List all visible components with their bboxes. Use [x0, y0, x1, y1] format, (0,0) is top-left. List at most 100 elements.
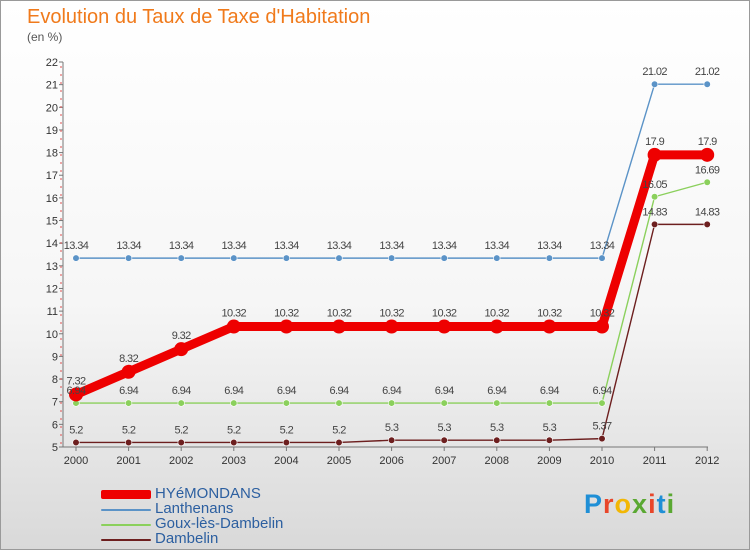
x-tick-label: 2005: [327, 455, 351, 467]
data-label-goux-l-s-dambelin: 16.69: [695, 164, 720, 176]
point-goux-l-s-dambelin: [230, 399, 238, 407]
point-dambelin: [230, 438, 238, 447]
point-goux-l-s-dambelin: [598, 399, 606, 407]
y-tick-label: 13: [46, 261, 58, 273]
data-label-hy-mondans: 7.32: [66, 375, 85, 387]
logo-letter: r: [603, 489, 615, 519]
data-label-dambelin: 5.2: [122, 424, 136, 436]
data-label-goux-l-s-dambelin: 6.94: [435, 385, 454, 397]
y-tick-label: 19: [46, 125, 58, 137]
data-label-dambelin: 5.2: [69, 424, 83, 436]
point-dambelin: [282, 438, 291, 447]
data-label-lanthenans: 13.34: [274, 240, 299, 252]
data-label-dambelin: 5.3: [543, 422, 557, 434]
data-label-goux-l-s-dambelin: 6.94: [119, 385, 138, 397]
point-goux-l-s-dambelin: [177, 399, 185, 407]
data-label-goux-l-s-dambelin: 16.05: [642, 179, 667, 191]
y-tick-label: 14: [46, 238, 58, 250]
point-hy-mondans: [121, 364, 136, 379]
logo-letter: P: [584, 489, 604, 519]
point-goux-l-s-dambelin: [282, 399, 291, 407]
series-layer: [69, 80, 715, 447]
x-tick-label: 2011: [643, 455, 667, 467]
data-label-dambelin: 5.2: [174, 424, 188, 436]
point-hy-mondans: [542, 319, 557, 334]
data-label-lanthenans: 13.34: [64, 240, 89, 252]
point-lanthenans: [545, 254, 554, 262]
data-label-hy-mondans: 10.32: [274, 308, 299, 320]
point-hy-mondans: [384, 319, 399, 334]
point-goux-l-s-dambelin: [124, 399, 133, 407]
x-tick-label: 2002: [169, 455, 193, 467]
y-tick-label: 8: [52, 374, 58, 386]
data-label-dambelin: 5.3: [437, 422, 451, 434]
point-goux-l-s-dambelin: [388, 399, 396, 407]
x-tick-label: 2006: [379, 455, 403, 467]
point-lanthenans: [282, 254, 291, 262]
data-label-dambelin: 5.3: [385, 422, 399, 434]
y-tick-label: 21: [46, 80, 58, 92]
data-label-hy-mondans: 8.32: [119, 353, 138, 365]
y-tick-label: 12: [46, 283, 58, 295]
data-label-lanthenans: 13.34: [432, 240, 457, 252]
logo-letter: x: [632, 489, 649, 519]
data-label-dambelin: 5.3: [490, 422, 504, 434]
point-hy-mondans: [226, 319, 241, 334]
y-tick-label: 15: [46, 216, 58, 228]
series-line-lanthenans: [76, 83, 708, 259]
x-tick-label: 2004: [274, 455, 298, 467]
point-lanthenans: [335, 254, 343, 262]
y-tick-label: 20: [46, 102, 58, 114]
point-goux-l-s-dambelin: [703, 178, 711, 186]
data-label-lanthenans: 13.34: [169, 240, 194, 252]
data-label-lanthenans: 13.34: [116, 240, 141, 252]
point-dambelin: [124, 438, 133, 447]
point-hy-mondans: [174, 342, 189, 357]
data-label-goux-l-s-dambelin: 6.94: [382, 385, 401, 397]
y-tick-label: 18: [46, 148, 58, 160]
point-goux-l-s-dambelin: [493, 399, 501, 407]
point-dambelin: [598, 435, 606, 443]
point-hy-mondans: [69, 387, 83, 402]
data-label-lanthenans: 13.34: [379, 240, 404, 252]
y-tick-label: 11: [47, 306, 58, 318]
point-hy-mondans: [647, 147, 662, 162]
point-lanthenans: [72, 254, 80, 262]
data-label-dambelin: 5.2: [227, 424, 241, 436]
axes: 5 6 7 8 9 10 11 12 13 14 15 16 17 18 19 20 21 22 2000 2001 2…: [46, 57, 720, 467]
data-label-hy-mondans: 17.9: [645, 136, 664, 148]
point-lanthenans: [230, 254, 238, 262]
point-hy-mondans: [700, 147, 715, 162]
x-tick-label: 2010: [590, 455, 614, 467]
point-dambelin: [440, 436, 448, 444]
x-tick-label: 2000: [64, 455, 88, 467]
data-label-lanthenans: 21.02: [695, 66, 720, 78]
point-hy-mondans: [332, 319, 346, 334]
data-label-lanthenans: 21.02: [642, 66, 667, 78]
legend-label-lanthenans: Lanthenans: [155, 500, 234, 517]
data-label-hy-mondans: 10.32: [485, 308, 510, 320]
series-line-hy-mondans: [74, 150, 708, 399]
legend-swatch-goux: [101, 524, 151, 526]
point-goux-l-s-dambelin: [440, 399, 448, 407]
x-tick-label: 2001: [116, 455, 140, 467]
x-tick-label: 2009: [537, 455, 561, 467]
point-dambelin: [703, 220, 711, 228]
y-tick-label: 16: [46, 193, 58, 205]
point-lanthenans: [703, 80, 711, 88]
point-lanthenans: [124, 254, 133, 262]
data-label-goux-l-s-dambelin: 6.94: [66, 385, 85, 397]
proxiti-logo: Proxiti: [584, 489, 675, 520]
legend-swatch-dambelin: [101, 539, 151, 541]
point-goux-l-s-dambelin: [545, 399, 554, 407]
data-label-dambelin: 14.83: [642, 206, 667, 218]
point-dambelin: [493, 436, 501, 444]
point-dambelin: [388, 436, 396, 444]
chart-subtitle: (en %): [27, 30, 63, 44]
legend-label-goux: Goux-lès-Dambelin: [155, 515, 284, 532]
data-label-hy-mondans: 10.32: [222, 308, 247, 320]
y-tick-label: 22: [46, 57, 58, 69]
logo-letter: o: [614, 489, 633, 519]
